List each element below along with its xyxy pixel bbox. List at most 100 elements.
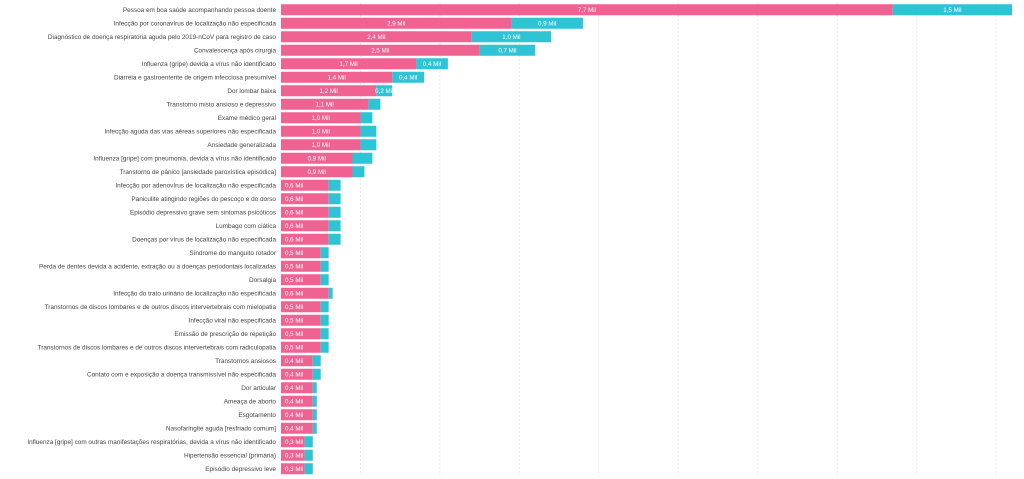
bar-series-2[interactable] — [360, 125, 377, 137]
bar-series-2[interactable] — [328, 179, 341, 191]
bar-series-1[interactable] — [281, 382, 313, 394]
bar-row[interactable]: Dor articular 0,4 Mil — [241, 382, 317, 394]
bar-row[interactable]: Doenças por vírus de localização não esp… — [132, 233, 341, 245]
bar-series-1[interactable] — [281, 179, 329, 191]
bar-series-1[interactable] — [281, 463, 305, 475]
bar-series-2[interactable] — [368, 98, 381, 110]
bar-row[interactable]: Diagnóstico de doença respiratória aguda… — [48, 31, 552, 43]
bar-series-2[interactable] — [328, 206, 341, 218]
bar-row[interactable]: Exame médico geral 1,0 Mil — [218, 112, 373, 124]
bar-series-2[interactable] — [320, 260, 329, 272]
bar-series-2[interactable] — [360, 112, 373, 124]
bar-row[interactable]: Ansiedade generalizada 1,0 Mil — [207, 139, 377, 151]
bar-series-2[interactable] — [312, 409, 317, 421]
bar-series-1[interactable] — [281, 395, 313, 407]
bar-row[interactable]: Convalescença após cirurgia 2,5 Mil 0,7 Mi… — [194, 44, 536, 56]
bar-series-1[interactable] — [281, 4, 893, 16]
bar-series-1[interactable] — [281, 274, 321, 286]
bar-row[interactable]: Infecção do trato urinário de localizaçã… — [113, 287, 333, 299]
bar-row[interactable]: Diarréia e gastroenterite de origem infe… — [114, 71, 425, 83]
bar-series-2[interactable] — [352, 166, 365, 178]
bar-row[interactable]: Transtornos ansiosos 0,4 Mil — [215, 355, 321, 367]
bar-series-2[interactable] — [892, 4, 1012, 16]
bar-series-2[interactable] — [312, 382, 317, 394]
bar-series-2[interactable] — [471, 31, 552, 43]
bar-series-2[interactable] — [328, 220, 341, 232]
bar-series-1[interactable] — [281, 139, 361, 151]
bar-series-2[interactable] — [312, 368, 321, 380]
bar-row[interactable]: Emissão de prescrição de repetição 0,5 Mi… — [174, 328, 329, 340]
bar-row[interactable]: Influenza (gripe) devida a vírus não ide… — [142, 58, 448, 70]
bar-series-2[interactable] — [312, 355, 321, 367]
bar-series-1[interactable] — [281, 166, 353, 178]
bar-row[interactable]: Pessoa em boa saúde acompanhando pessoa … — [123, 4, 1012, 16]
bar-series-2[interactable] — [392, 71, 425, 83]
bar-row[interactable]: Nasofaringite aguda [resfriado comum] 0,4… — [166, 422, 317, 434]
bar-series-1[interactable] — [281, 409, 313, 421]
bar-row[interactable]: Influenza [gripe] com outras manifestaçõ… — [27, 436, 313, 448]
bar-row[interactable]: Transtornos de discos lombares e de outr… — [45, 301, 329, 313]
bar-row[interactable]: Episódio depressivo grave sem sintomas p… — [130, 206, 341, 218]
bar-series-1[interactable] — [281, 233, 329, 245]
bar-series-1[interactable] — [281, 341, 321, 353]
bar-row[interactable]: Infecção por adenovírus de localização n… — [115, 179, 341, 191]
bar-series-2[interactable] — [304, 463, 313, 475]
bar-series-2[interactable] — [304, 436, 313, 448]
bar-series-2[interactable] — [360, 139, 377, 151]
bar-series-2[interactable] — [312, 422, 317, 434]
bar-series-2[interactable] — [376, 85, 393, 97]
bar-series-2[interactable] — [320, 341, 329, 353]
bar-series-1[interactable] — [281, 125, 361, 137]
bar-row[interactable]: Paniculite atingindo regiões do pescoço … — [131, 193, 341, 205]
bar-row[interactable]: Infecção por coronavírus de localização … — [114, 17, 583, 29]
bar-series-2[interactable] — [479, 44, 536, 56]
bar-row[interactable]: Episódio depressivo leve 0,3 Mil — [205, 463, 313, 475]
bar-series-1[interactable] — [281, 31, 472, 43]
bar-row[interactable]: Transtornos de discos lombares e de outr… — [38, 341, 329, 353]
bar-series-1[interactable] — [281, 247, 321, 259]
bar-series-1[interactable] — [281, 436, 305, 448]
bar-series-1[interactable] — [281, 422, 313, 434]
bar-series-2[interactable] — [320, 328, 329, 340]
bar-row[interactable]: Transtorno misto ansioso e depressivo 1,1… — [166, 98, 381, 110]
bar-row[interactable]: Esgotamento 0,4 Mil — [238, 409, 317, 421]
bar-row[interactable]: Infecção viral não especificada 0,5 Mil — [189, 314, 329, 326]
bar-series-1[interactable] — [281, 301, 321, 313]
bar-series-1[interactable] — [281, 44, 480, 56]
bar-series-1[interactable] — [281, 98, 369, 110]
bar-row[interactable]: Dorsalgia 0,5 Mil — [249, 274, 329, 286]
bar-row[interactable]: Lumbago com ciática 0,6 Mil — [216, 220, 341, 232]
bar-series-1[interactable] — [281, 112, 361, 124]
bar-row[interactable]: Influenza [gripe] com pneumonia, devida … — [93, 152, 373, 164]
bar-row[interactable]: Perda de dentes devida a acidente, extra… — [39, 260, 329, 272]
bar-series-2[interactable] — [328, 287, 333, 299]
bar-series-1[interactable] — [281, 193, 329, 205]
bar-series-1[interactable] — [281, 328, 321, 340]
bar-series-1[interactable] — [281, 368, 313, 380]
bar-series-2[interactable] — [416, 58, 448, 70]
bar-series-1[interactable] — [281, 58, 417, 70]
bar-series-2[interactable] — [320, 301, 329, 313]
bar-series-1[interactable] — [281, 17, 512, 29]
bar-row[interactable]: Dor lombar baixa 1,2 Mil 0,2 Mil — [227, 85, 393, 97]
bar-series-2[interactable] — [328, 233, 341, 245]
bar-row[interactable]: Ameaça de aborto 0,4 Mil — [224, 395, 317, 407]
bar-series-2[interactable] — [352, 152, 373, 164]
bar-series-2[interactable] — [511, 17, 583, 29]
bar-series-1[interactable] — [281, 206, 329, 218]
bar-row[interactable]: Transtorno de pânico [ansiedade paroxíst… — [120, 166, 365, 178]
bar-series-1[interactable] — [281, 314, 321, 326]
bar-series-2[interactable] — [312, 395, 317, 407]
bar-row[interactable]: Contato com e exposição a doença transmi… — [87, 368, 321, 380]
bar-row[interactable]: Hipertensão essencial (primária) 0,3 Mil — [184, 449, 313, 461]
bar-row[interactable]: Infecção aguda das vias aéreas superiore… — [104, 125, 377, 137]
bar-series-2[interactable] — [320, 274, 329, 286]
bar-series-1[interactable] — [281, 71, 393, 83]
bar-series-1[interactable] — [281, 220, 329, 232]
bar-series-2[interactable] — [304, 449, 313, 461]
bar-series-1[interactable] — [281, 355, 313, 367]
bar-series-1[interactable] — [281, 449, 305, 461]
bar-series-2[interactable] — [320, 314, 329, 326]
bar-series-2[interactable] — [320, 247, 329, 259]
bar-series-1[interactable] — [281, 152, 353, 164]
